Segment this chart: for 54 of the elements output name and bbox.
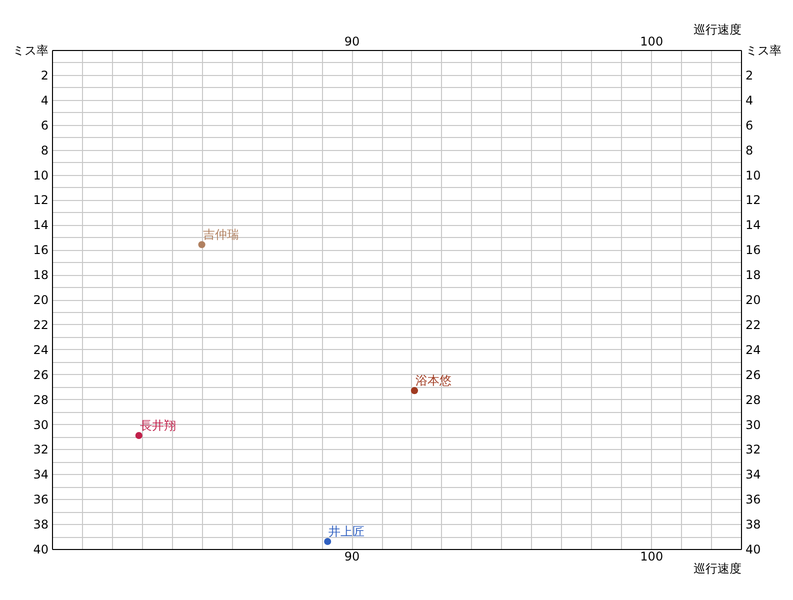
y2-tick-label: 30	[746, 418, 761, 432]
y2-axis-title: ミス率	[746, 44, 782, 58]
y2-tick-label: 26	[746, 368, 761, 382]
y2-tick-label: 8	[746, 143, 754, 158]
y2-tick-label: 22	[746, 318, 761, 332]
y-tick-label: 14	[33, 218, 48, 232]
series-label: 浴本悠	[415, 374, 452, 388]
y-tick-label: 6	[40, 118, 48, 132]
y-tick-label: 30	[33, 418, 48, 432]
y-tick-label: 2	[40, 68, 48, 82]
y2-tick-label: 4	[746, 93, 754, 108]
x-axis-title: 巡行速度	[694, 562, 742, 576]
y-tick-label: 4	[40, 93, 48, 108]
point	[410, 387, 418, 394]
y-tick-label: 36	[33, 492, 48, 507]
y-axis-title: ミス率	[12, 44, 48, 58]
y-tick-label: 10	[33, 168, 48, 182]
y2-tick-label: 38	[746, 518, 761, 532]
point	[324, 538, 332, 546]
x2-tick-label: 100	[640, 34, 664, 48]
y-tick-label: 12	[33, 193, 48, 208]
y2-tick-label: 28	[746, 392, 761, 407]
x2-axis-title: 巡行速度	[694, 22, 742, 36]
y-tick-label: 38	[33, 518, 48, 532]
y-tick-label: 22	[33, 318, 48, 332]
y2-tick-label: 40	[746, 542, 761, 556]
y-tick-label: 8	[40, 143, 48, 158]
y2-tick-label: 14	[746, 218, 761, 232]
y2-tick-label: 10	[746, 168, 761, 182]
y2-tick-label: 36	[746, 492, 761, 507]
y-tick-label: 24	[33, 342, 48, 357]
y2-tick-label: 2	[746, 68, 754, 82]
y-tick-label: 40	[33, 542, 48, 556]
y2-tick-label: 32	[746, 442, 761, 457]
y2-tick-label: 20	[746, 293, 761, 307]
y-tick-label: 20	[33, 293, 48, 307]
y-tick-label: 34	[33, 468, 48, 482]
series-label: 吉仲瑞	[202, 228, 239, 242]
y2-tick-label: 12	[746, 193, 761, 208]
y-tick-label: 28	[33, 392, 48, 407]
y2-tick-label: 6	[746, 118, 754, 132]
y2-tick-label: 24	[746, 342, 761, 357]
y-tick-label: 32	[33, 442, 48, 457]
x2-tick-label: 90	[344, 34, 360, 48]
y-tick-label: 18	[33, 268, 48, 282]
series-label: 井上匠	[328, 524, 365, 539]
y-tick-label: 26	[33, 368, 48, 382]
y2-tick-label: 34	[746, 468, 761, 482]
y2-tick-label: 18	[746, 268, 761, 282]
series-label: 長井翔	[140, 418, 176, 432]
point	[135, 432, 142, 440]
point	[198, 241, 206, 248]
y2-tick-label: 16	[746, 243, 761, 258]
y-tick-label: 16	[33, 243, 48, 258]
